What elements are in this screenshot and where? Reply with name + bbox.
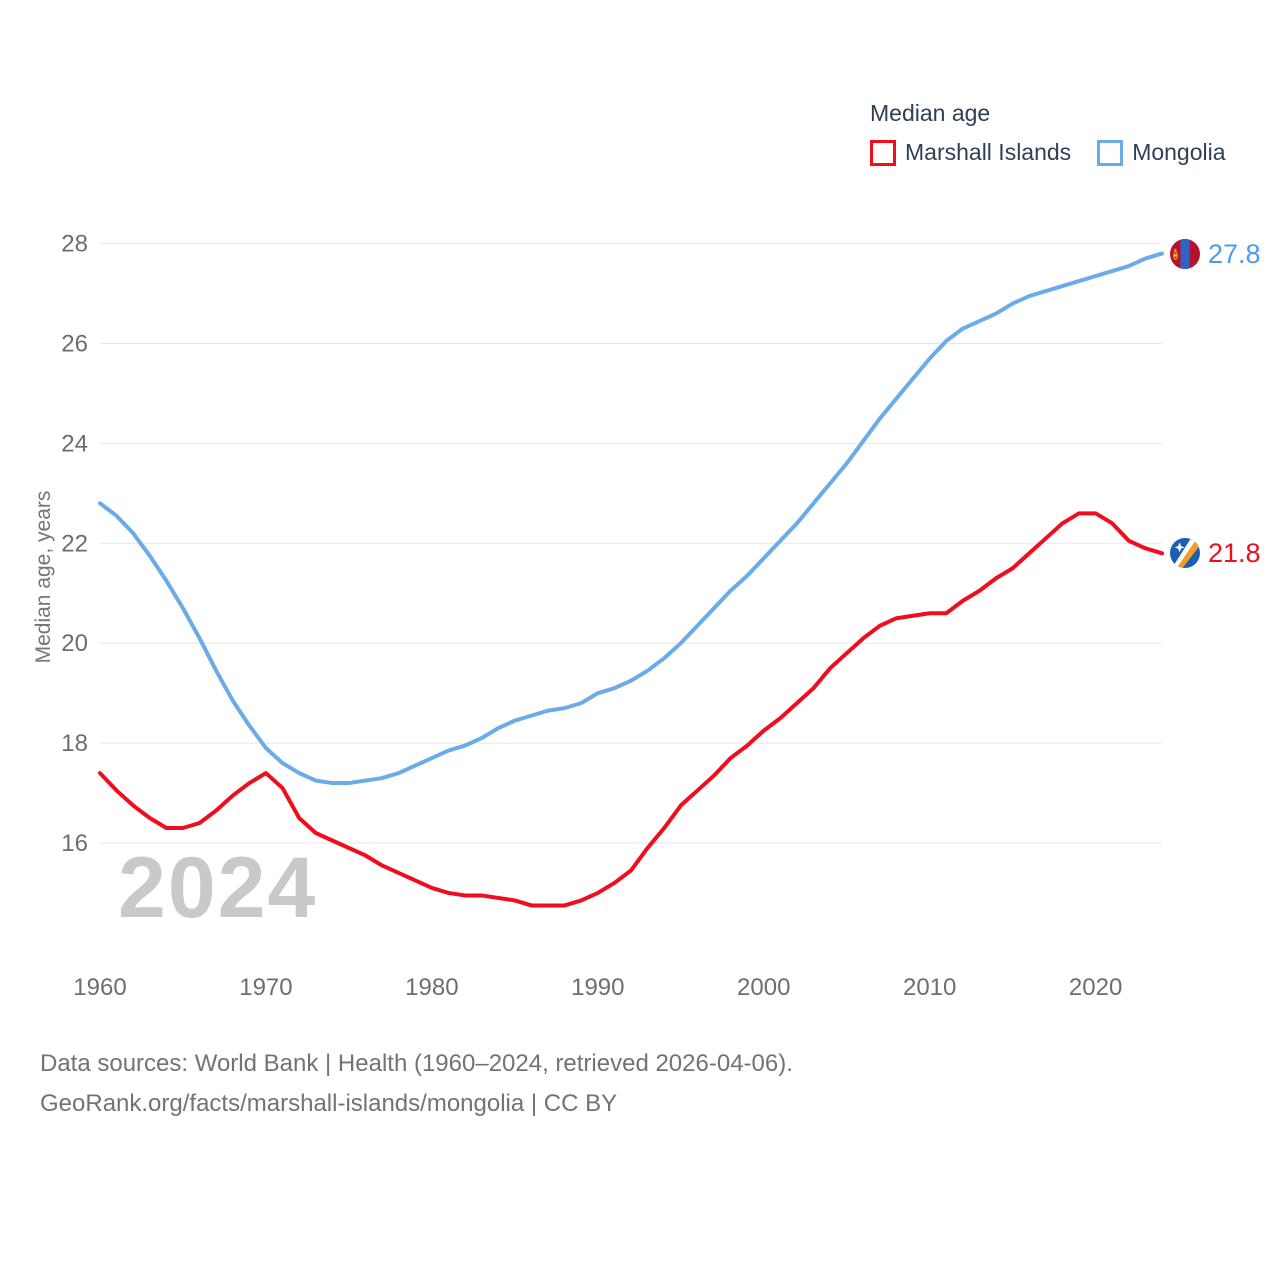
data-sources-text: Data sources: World Bank | Health (1960–… [40,1050,793,1077]
attribution-url-text: GeoRank.org/facts/marshall-islands/mongo… [40,1090,618,1117]
legend-item-mongolia[interactable]: Mongolia [1097,139,1226,166]
x-tick-label: 1970 [239,974,292,1001]
y-tick-label: 18 [61,730,88,757]
x-tick-label: 2000 [737,974,790,1001]
y-axis-title: Median age, years [32,490,55,664]
legend-item-label: Mongolia [1132,139,1226,165]
watermark-year: 2024 [118,840,318,936]
marshall-islands-end-label: 21.8 [1170,538,1261,569]
mongolia-end-value: 27.8 [1208,238,1261,269]
y-tick-label: 24 [61,430,88,457]
y-tick-label: 26 [61,331,88,358]
chart-legend: Median age Marshall Islands Mongolia [870,100,1226,166]
line-chart-plot-area[interactable]: 16 18 20 22 24 26 28 1960 1970 1980 1990 2000 2010 20… [0,0,1280,1040]
footer: Data sources: World Bank | Health (1960–… [40,1044,793,1124]
x-tick-label: 1990 [571,974,624,1001]
x-tick-label: 1960 [73,974,126,1001]
x-tick-label: 2010 [903,974,956,1001]
legend-item-marshall-islands[interactable]: Marshall Islands [870,139,1071,166]
marshall-islands-swatch-icon [870,139,896,166]
y-tick-label: 16 [61,830,88,857]
mongolia-line[interactable] [98,251,1164,786]
legend-title: Median age [870,100,991,126]
y-tick-label: 28 [61,231,88,258]
x-tick-label: 2020 [1069,974,1122,1001]
y-tick-label: 22 [61,530,88,557]
marshall-islands-end-value: 21.8 [1208,538,1261,569]
mongolia-swatch-icon [1097,139,1124,166]
y-tick-label: 20 [61,630,88,657]
legend-items: Marshall Islands Mongolia [870,139,1226,166]
legend-item-label: Marshall Islands [905,139,1072,165]
marshall-islands-line[interactable] [98,511,1164,908]
x-tick-label: 1980 [405,974,458,1001]
mongolia-flag-icon [1170,238,1200,269]
marshall-islands-flag-icon [1170,538,1200,569]
mongolia-end-label: 27.8 [1170,238,1261,269]
